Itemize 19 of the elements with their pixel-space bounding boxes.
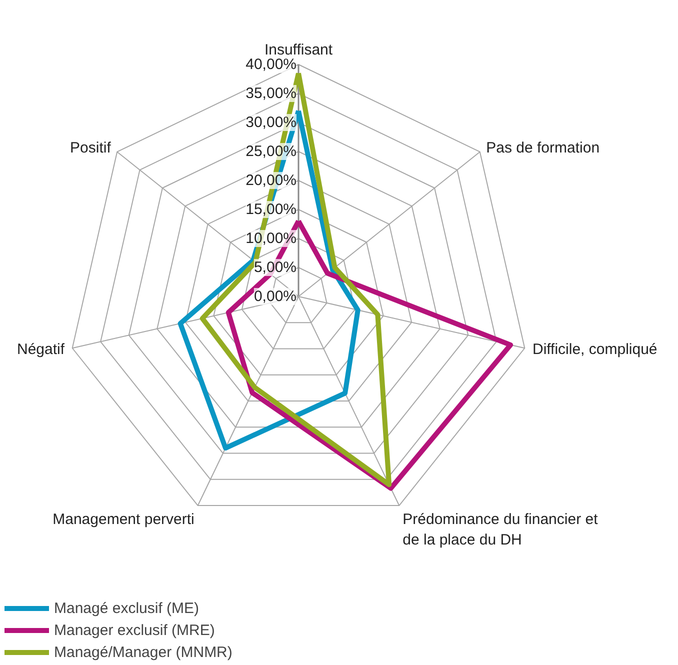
y-tick-label: 15,00% bbox=[246, 201, 296, 218]
legend-label: Managé exclusif (ME) bbox=[54, 599, 200, 617]
spoke-label: Positif bbox=[70, 140, 112, 157]
spoke-label: Prédominance du financier et de la place du DH bbox=[402, 510, 599, 548]
spoke-label: Insuffisant bbox=[264, 42, 334, 58]
y-tick-label: 30,00% bbox=[246, 114, 296, 131]
y-tick-label: 25,00% bbox=[246, 143, 296, 160]
y-tick-label: 5,00% bbox=[254, 259, 297, 276]
y-tick-label: 10,00% bbox=[246, 230, 296, 247]
y-tick-label: 0,00% bbox=[254, 288, 297, 305]
spoke-label: Négatif bbox=[16, 340, 66, 358]
spoke-label: Difficile, compliqué bbox=[532, 340, 658, 358]
y-tick-label: 20,00% bbox=[246, 172, 296, 189]
legend-label: Managé/Manager (MNMR) bbox=[54, 643, 232, 661]
spoke-label: Management perverti bbox=[52, 510, 194, 528]
y-tick-label: 35,00% bbox=[246, 85, 296, 102]
spoke-label: Pas de formation bbox=[486, 140, 600, 157]
legend-label: Manager exclusif (MRE) bbox=[54, 621, 215, 639]
y-tick-label: 40,00% bbox=[246, 56, 296, 73]
